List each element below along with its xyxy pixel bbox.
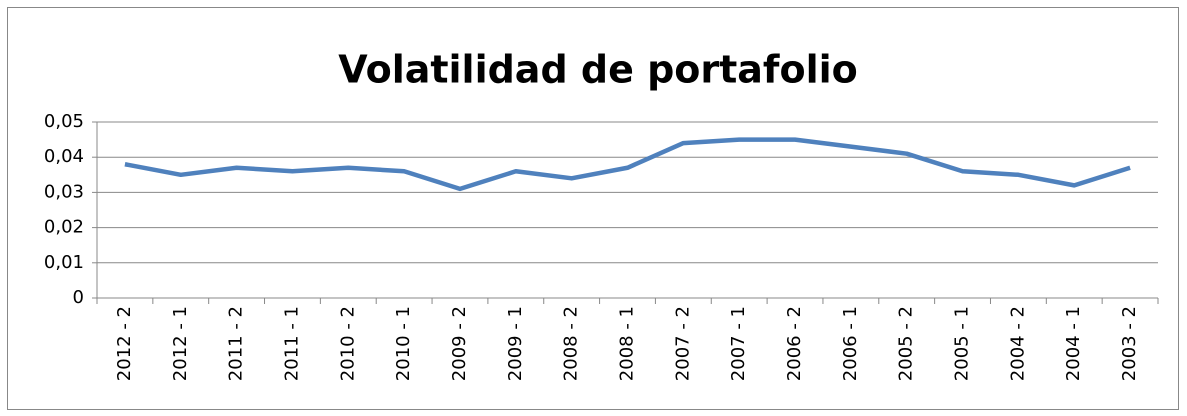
x-tick-label: 2009 - 1 (505, 306, 526, 381)
x-tick-label: 2005 - 1 (952, 306, 973, 381)
y-tick-label: 0,04 (44, 146, 84, 167)
x-tick-label: 2012 - 1 (170, 306, 191, 381)
x-tick-label: 2008 - 2 (561, 306, 582, 381)
x-tick-label: 2011 - 1 (281, 306, 302, 381)
line-series (124, 137, 1131, 192)
x-tick-label: 2004 - 2 (1007, 306, 1028, 381)
x-tick-label: 2007 - 2 (672, 306, 693, 381)
x-tick-label: 2011 - 2 (226, 306, 247, 381)
x-tick-label: 2007 - 1 (728, 306, 749, 381)
x-tick-label: 2010 - 2 (337, 306, 358, 381)
x-tick-label: 2005 - 2 (896, 306, 917, 381)
x-tick-label: 2009 - 2 (449, 306, 470, 381)
x-tick-label: 2012 - 2 (114, 306, 135, 381)
y-tick-label: 0,02 (44, 217, 84, 238)
x-tick-label: 2006 - 1 (840, 306, 861, 381)
x-tick-label: 2008 - 1 (617, 306, 638, 381)
x-tick-label: 2004 - 1 (1063, 306, 1084, 381)
x-tick-label: 2010 - 1 (393, 306, 414, 381)
x-tick-label: 2003 - 2 (1119, 306, 1140, 381)
chart-title: Volatilidad de portafolio (338, 48, 857, 92)
y-tick-label: 0,05 (44, 111, 84, 132)
y-tick-label: 0,03 (44, 181, 84, 202)
y-tick-label: 0,01 (44, 252, 84, 273)
x-tick-label: 2006 - 2 (784, 306, 805, 381)
y-tick-label: 0 (73, 287, 84, 308)
chart-border (7, 7, 1179, 410)
